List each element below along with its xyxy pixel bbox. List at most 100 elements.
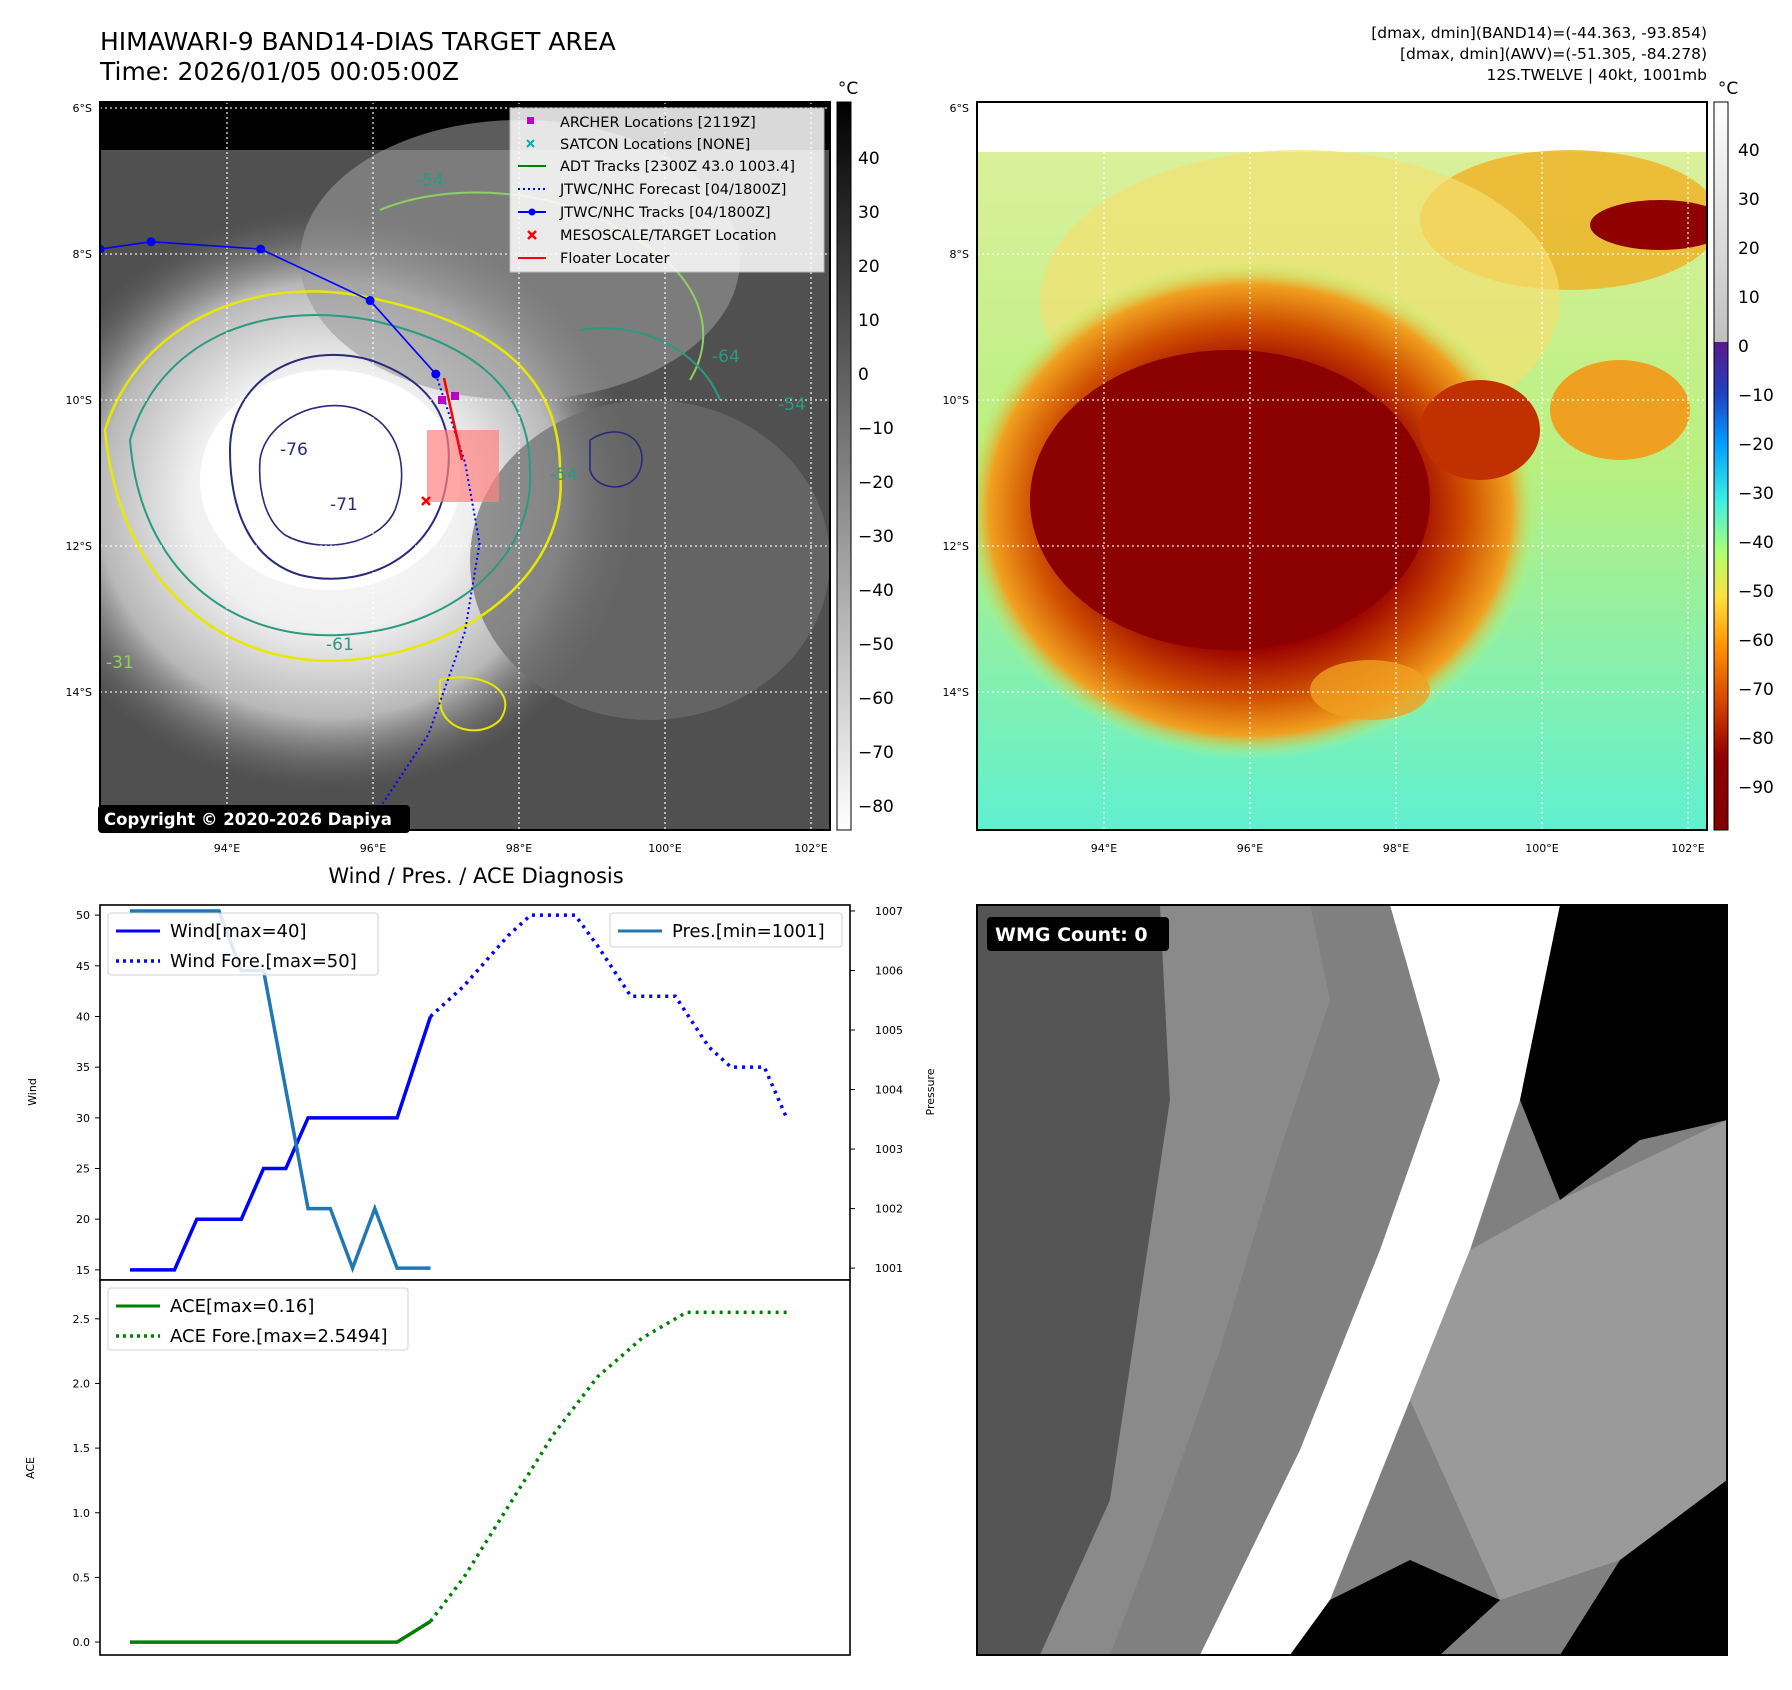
left-cbar-ticks: 40 30 20 10 0 −10 −20 −30 −40 −50 −60 −7… [858,149,894,817]
legend-label: SATCON Locations [NONE] [560,137,750,153]
lon-label: 96°E [360,842,386,855]
left-colorbar [836,101,852,831]
cbar-tick: 30 [1738,190,1760,210]
y-tick-label: 50 [76,909,90,922]
lat-label: 14°S [943,686,969,699]
cbar-tick: −90 [1738,778,1774,798]
lon-label: 100°E [1525,842,1558,855]
y-tick-label: 45 [76,960,90,973]
lon-label: 102°E [794,842,827,855]
figure-title: HIMAWARI-9 BAND14-DIAS TARGET AREA [100,27,616,56]
wmg-panel: WMG Count: 0 [976,904,1728,1656]
y-tick-label: 35 [76,1061,90,1074]
contour-label: -54 [416,171,444,191]
left-map-lon-labels: 94°E 96°E 98°E 100°E 102°E [214,842,828,855]
archer-location [438,396,446,404]
lat-label: 8°S [73,248,92,261]
legend-label: ARCHER Locations [2119Z] [560,115,756,131]
contour-label: -54 [550,465,578,485]
left-cbar-unit: °C [838,79,858,99]
legend-label: ADT Tracks [2300Z 43.0 1003.4] [560,159,795,175]
lat-label: 12°S [943,540,969,553]
cbar-tick: 0 [858,365,869,385]
cbar-tick: −20 [858,473,894,493]
cbar-tick: 40 [858,149,880,169]
cbar-tick: −70 [858,743,894,763]
ace-legend-label: ACE[max=0.16] [170,1296,314,1317]
meta-band14: [dmax, dmin](BAND14)=(-44.363, -93.854) [1371,24,1707,42]
cbar-tick: −10 [1738,386,1774,406]
cbar-tick: −40 [1738,533,1774,553]
contour-label: -71 [330,495,358,515]
y-tick-label: 0.5 [73,1571,91,1584]
ace-chart: ACE 0.0 0.5 1.0 1.5 2.0 2.5 ACE[max=0.16] ACE… [24,1279,851,1656]
lat-label: 14°S [66,686,92,699]
lat-label: 10°S [943,394,969,407]
cbar-tick: −70 [1738,680,1774,700]
right-map: 6°S 8°S 10°S 12°S 14°S 94°E 96°E 98°E 10… [943,79,1774,855]
cbar-tick: −30 [1738,484,1774,504]
wind-legend-label: Wind[max=40] [170,921,307,942]
jtwc-track-point [365,296,375,306]
y-tick-label: 1.0 [73,1507,91,1520]
copyright-text: Copyright © 2020-2026 Dapiya [104,810,392,829]
contour-label: -61 [326,635,354,655]
cbar-tick: 40 [1738,141,1760,161]
cbar-tick: 20 [858,257,880,277]
cbar-tick: −80 [858,797,894,817]
right-cbar-ticks: 40 30 20 10 0 −10 −20 −30 −40 −50 −60 −7… [1738,141,1774,798]
contour-label: -76 [280,440,308,460]
lat-label: 6°S [73,102,92,115]
y2-tick-label: 1007 [875,905,903,918]
lat-label: 12°S [66,540,92,553]
y-tick-label: 25 [76,1163,90,1176]
y2-tick-label: 1006 [875,964,903,977]
cbar-tick: −50 [1738,582,1774,602]
map-legend: ARCHER Locations [2119Z] SATCON Location… [509,107,825,273]
jtwc-track-point [146,237,156,247]
left-map-lat-labels: 6°S 8°S 10°S 12°S 14°S [66,102,92,699]
y-tick-label: 15 [76,1264,90,1277]
lon-label: 98°E [506,842,532,855]
ace-fore-legend-label: ACE Fore.[max=2.5494] [170,1326,388,1347]
right-cbar-unit: °C [1718,79,1738,99]
floater-locater [442,377,464,461]
cbar-tick: 10 [858,311,880,331]
meta-awv: [dmax, dmin](AWV)=(-51.305, -84.278) [1400,45,1707,63]
y2-tick-label: 1001 [875,1262,903,1275]
archer-legend-swatch [527,117,534,124]
target-location-marker [421,496,431,506]
contour-label: -64 [712,347,740,367]
cbar-tick: 0 [1738,337,1749,357]
lat-label: 8°S [950,248,969,261]
cbar-tick: 10 [1738,288,1760,308]
wind-fore-legend-label: Wind Fore.[max=50] [170,951,357,972]
y-tick-label: 1.5 [73,1442,91,1455]
cbar-tick: −40 [858,581,894,601]
y-tick-label: 40 [76,1010,90,1023]
wmg-badge [987,917,1169,951]
meta-storm: 12S.TWELVE | 40kt, 1001mb [1487,66,1708,84]
pressure-legend-label: Pres.[min=1001] [672,921,825,942]
cbar-tick: 30 [858,203,880,223]
cbar-tick: −10 [858,419,894,439]
y2-tick-label: 1005 [875,1024,903,1037]
jtwc-track-point [100,244,105,254]
figure-time: Time: 2026/01/05 00:05:00Z [99,57,459,86]
cbar-tick: −80 [1738,729,1774,749]
series-line-ace-fore- [429,1310,787,1623]
series-line-wind [130,1015,433,1272]
jtwc-track-point [256,244,266,254]
right-map-lat-labels: 6°S 8°S 10°S 12°S 14°S [943,102,969,699]
lon-label: 96°E [1237,842,1263,855]
cbar-tick: −50 [858,635,894,655]
series-line-ace [130,1619,432,1644]
target-legend-swatch [527,230,537,240]
contour-label: -31 [106,653,134,673]
pressure-legend: Pres.[min=1001] [609,912,843,948]
archer-location [451,392,459,400]
pressure-axis-label: Pressure [924,1068,937,1115]
wind-pressure-chart: Wind Pressure 15 20 25 30 35 40 45 50 1001 1002 1… [26,904,937,1281]
cbar-tick: −60 [1738,631,1774,651]
